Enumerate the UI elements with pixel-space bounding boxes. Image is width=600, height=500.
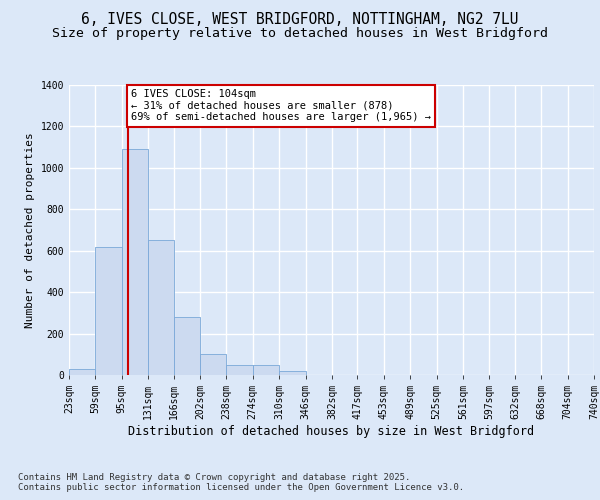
Text: 6, IVES CLOSE, WEST BRIDGFORD, NOTTINGHAM, NG2 7LU: 6, IVES CLOSE, WEST BRIDGFORD, NOTTINGHA… [81,12,519,28]
X-axis label: Distribution of detached houses by size in West Bridgford: Distribution of detached houses by size … [128,425,535,438]
Bar [95,246,122,375]
Bar [69,369,95,375]
Text: 6 IVES CLOSE: 104sqm
← 31% of detached houses are smaller (878)
69% of semi-deta: 6 IVES CLOSE: 104sqm ← 31% of detached h… [131,89,431,122]
Y-axis label: Number of detached properties: Number of detached properties [25,132,35,328]
Bar [148,240,175,375]
Bar [279,371,305,375]
Text: Size of property relative to detached houses in West Bridgford: Size of property relative to detached ho… [52,28,548,40]
Bar [253,364,279,375]
Bar [200,354,226,375]
Text: Contains HM Land Registry data © Crown copyright and database right 2025.
Contai: Contains HM Land Registry data © Crown c… [18,472,464,492]
Bar [226,364,253,375]
Bar [174,317,200,375]
Bar [122,149,148,375]
